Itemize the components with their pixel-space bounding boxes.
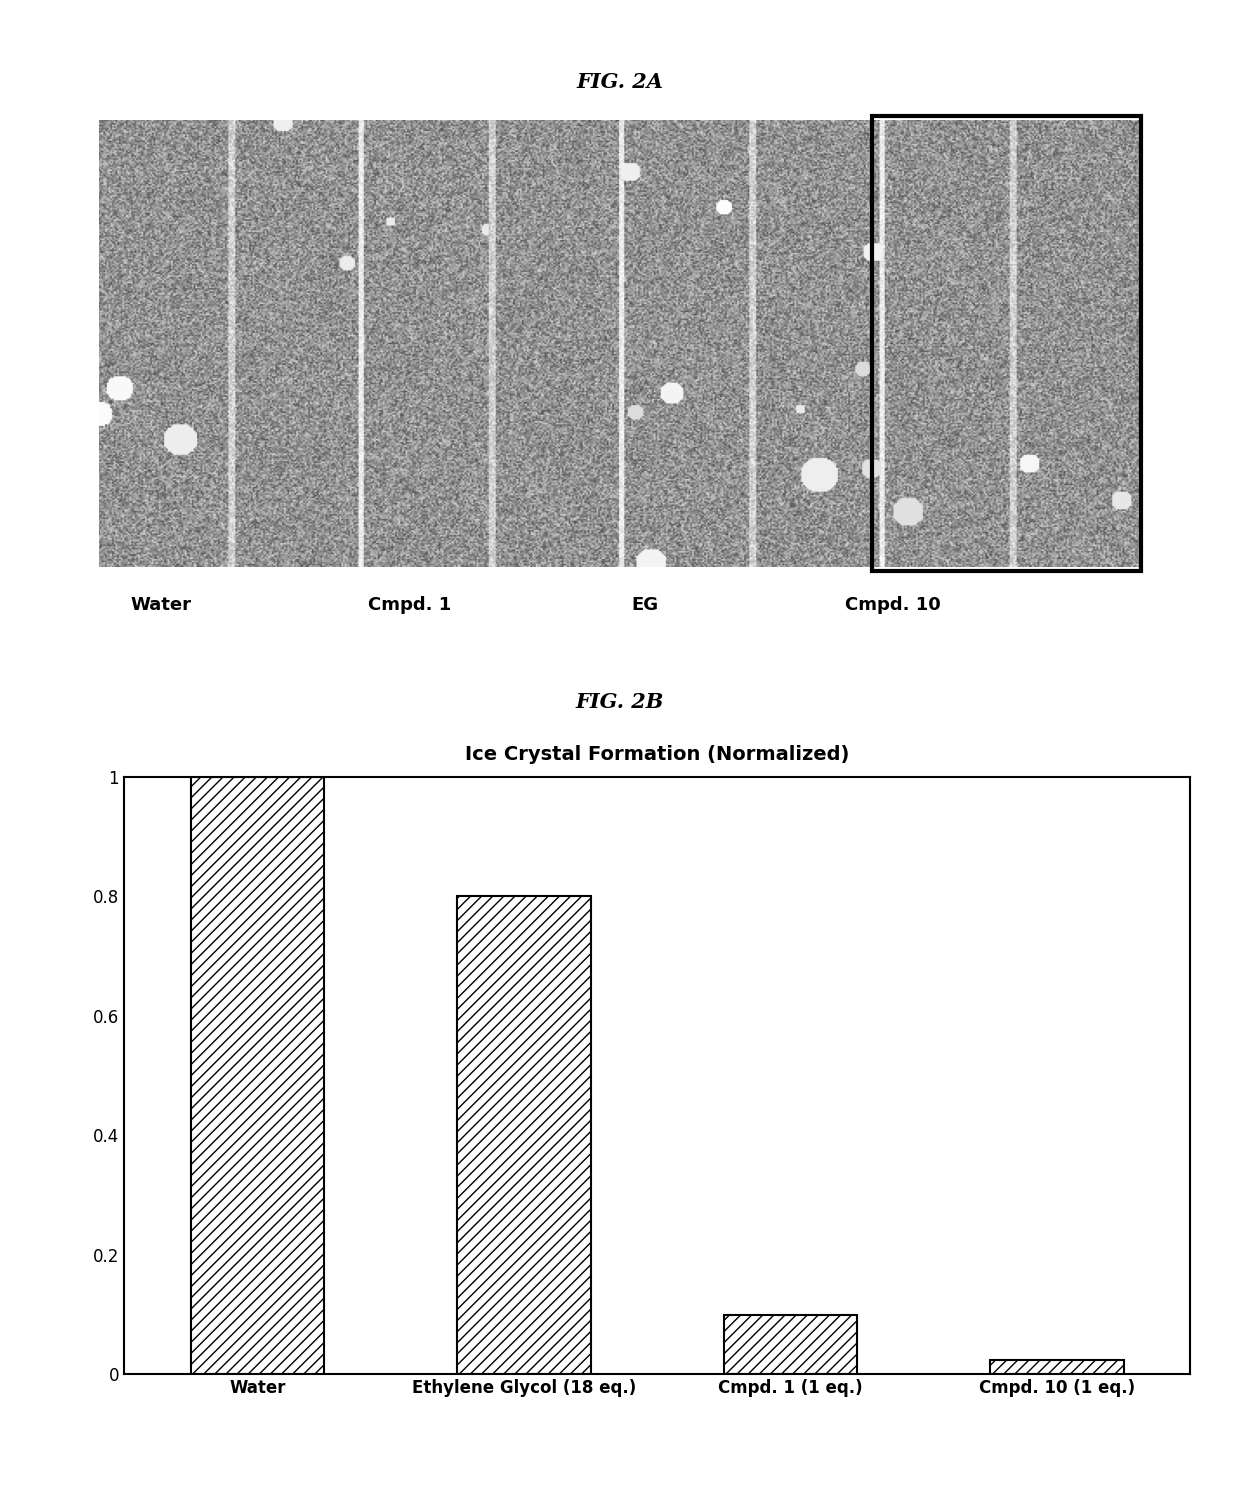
Bar (191, 777, 324, 1374)
Bar (872, 117, 1141, 571)
Text: FIG. 2B: FIG. 2B (575, 692, 665, 713)
Bar (991, 1360, 1123, 1374)
Bar (724, 1315, 857, 1374)
Text: EG: EG (631, 596, 658, 614)
Title: Ice Crystal Formation (Normalized): Ice Crystal Formation (Normalized) (465, 746, 849, 765)
Text: FIG. 2A: FIG. 2A (577, 72, 663, 93)
Text: Cmpd. 10: Cmpd. 10 (844, 596, 941, 614)
Bar (458, 896, 590, 1374)
Text: Water: Water (130, 596, 192, 614)
Text: Cmpd. 1: Cmpd. 1 (367, 596, 451, 614)
